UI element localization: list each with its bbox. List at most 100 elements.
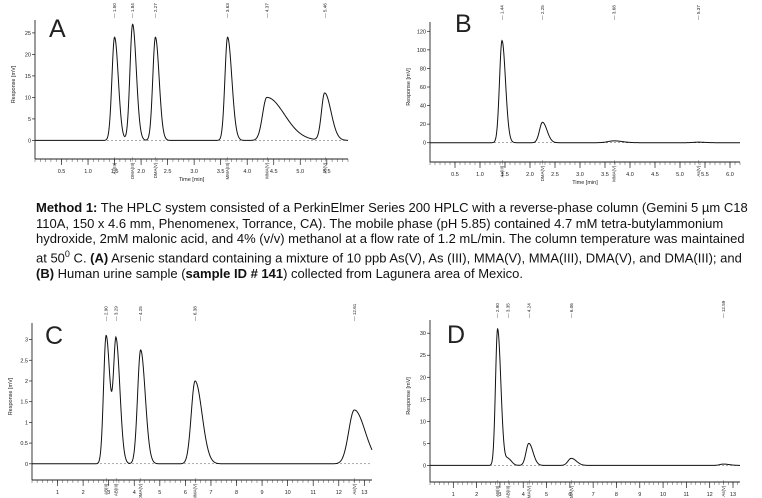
peak-compound-label: MMA(V) — (569, 479, 574, 498)
caption-text-3: Arsenic standard containing a mixture of… (108, 250, 742, 266)
x-tick-label: 0.5 (58, 169, 66, 175)
x-tick-label: 0.5 (451, 172, 459, 178)
y-tick-label: 20 (25, 52, 31, 58)
peak-rt-label: — 5.46 (322, 3, 327, 18)
peak-compound-label: DMA(V) — (540, 159, 545, 181)
x-tick-label: 4.5 (270, 169, 278, 175)
y-axis-label: Response [mV] (406, 68, 412, 106)
x-tick-label: 1.0 (476, 172, 484, 178)
peak-rt-label: — 1.84 (130, 3, 135, 18)
x-tick-label: 5 (158, 490, 161, 496)
peak-compound-label: DMA(III) — (130, 156, 135, 179)
x-tick-label: 4.5 (651, 172, 659, 178)
x-tick-label: 5.0 (296, 169, 304, 175)
x-tick-label: 4 (133, 490, 136, 496)
x-tick-label: 5 (545, 492, 548, 498)
figure-caption: Method 1: The HPLC system consisted of a… (36, 200, 756, 281)
x-tick-label: 6.0 (726, 172, 734, 178)
y-tick-label: 0 (423, 141, 426, 147)
y-tick-label: 1 (25, 420, 28, 426)
y-tick-label: 0 (25, 462, 28, 468)
peak-rt-label: — 5.37 (696, 5, 701, 20)
x-tick-label: 7 (209, 490, 212, 496)
y-axis-label: Response [mV] (406, 377, 412, 415)
x-tick-label: 5.5 (701, 172, 709, 178)
peak-rt-label: — 12.59 (721, 300, 726, 318)
peak-compound-label: As(V) — (696, 159, 701, 176)
caption-bold-b: (B) (36, 265, 55, 281)
x-tick-label: 3.5 (601, 172, 609, 178)
y-tick-label: 80 (420, 66, 426, 72)
y-tick-label: 5 (423, 441, 426, 447)
x-tick-label: 6 (184, 490, 187, 496)
peak-rt-label: — 1.50 (112, 3, 117, 18)
panel-label-a: A (49, 15, 66, 43)
peak-compound-label: As(III) — (500, 159, 505, 177)
chromatogram-a: A 0 5 10 15 20 25 Response [mV] 0.5 1.0 1.5 2.0 2.5… (0, 0, 380, 198)
y-tick-label: 0.5 (20, 441, 28, 447)
x-tick-label: 10 (660, 492, 666, 498)
x-tick-label: 1.5 (501, 172, 509, 178)
caption-text-2: C. (69, 250, 91, 266)
x-tick-label: 3.0 (190, 169, 198, 175)
y-tick-label: 20 (420, 122, 426, 128)
peak-compound-label: As(III) — (112, 156, 117, 174)
x-tick-label: 13 (361, 490, 367, 496)
peak-compound-label: AB(III) — (114, 477, 119, 496)
y-tick-label: 40 (420, 104, 426, 110)
y-tick-label: 0 (28, 138, 31, 144)
caption-text-4: Human urine sample ( (54, 265, 186, 281)
peak-rt-label: — 6.06 (569, 303, 574, 318)
x-axis-label: Time [min] (572, 180, 598, 186)
panel-label-b: B (455, 10, 472, 38)
y-tick-label: 3 (25, 338, 28, 344)
peak-rt-label: — 1.44 (500, 5, 505, 20)
chromatogram-a-plot: 0 5 10 15 20 25 Response [mV] 0.5 1.0 1.5 2.0 2.5 3.… (11, 3, 349, 183)
peak-rt-label: — 3.63 (225, 3, 230, 18)
x-tick-label: 5.5 (323, 169, 331, 175)
caption-method-label: Method 1: (36, 200, 98, 215)
caption-superscript: 0 (64, 248, 70, 259)
y-tick-label: 2.5 (20, 358, 28, 364)
peak-rt-label: — 4.25 (138, 306, 143, 321)
caption-bold-a: (A) (90, 250, 109, 266)
x-tick-label: 3.0 (576, 172, 584, 178)
y-tick-label: 5 (28, 117, 31, 123)
x-axis-label: Time [min] (179, 177, 205, 183)
x-tick-label: 9 (261, 490, 264, 496)
chromatogram-b-plot: 0 20 40 60 80 100 120 Response [mV] 0.5 1.0 1.5 2.0… (406, 5, 741, 186)
x-tick-label: 3.5 (217, 169, 225, 175)
y-tick-label: 25 (420, 353, 426, 359)
peak-compound-label: As(V) — (352, 477, 357, 494)
signal-trace (430, 327, 741, 466)
y-tick-label: 30 (420, 331, 426, 337)
x-tick-label: 3 (107, 490, 110, 496)
peak-rt-label: — 3.35 (506, 303, 511, 318)
caption-text-5: ) collected from Lagunera area of Mexico… (283, 265, 524, 281)
x-tick-label: 12 (707, 492, 713, 498)
caption-bold-sample: sample ID # 141 (185, 265, 284, 281)
y-tick-label: 60 (420, 85, 426, 91)
y-tick-label: 15 (420, 397, 426, 403)
peak-rt-label: — 2.27 (153, 3, 158, 18)
peak-compound-label: As(V) — (721, 479, 726, 496)
x-tick-label: 7 (592, 492, 595, 498)
peak-compound-label: DMA(V) — (138, 477, 143, 498)
x-tick-label: 2.5 (164, 169, 172, 175)
chromatogram-c: C 0 0.5 1 1.5 2 2.5 3 Response [mV] 1 2 3 4 5 6 7 8 9 10 1… (0, 0, 380, 498)
panel-label-c: C (45, 322, 64, 350)
y-tick-label: 120 (417, 29, 426, 35)
y-axis-label: Response [mV] (8, 377, 14, 415)
peak-compound-label: MMA(V) — (193, 477, 198, 498)
y-tick-label: 20 (420, 375, 426, 381)
x-tick-label: 2 (82, 490, 85, 496)
y-tick-label: 15 (25, 74, 31, 80)
x-tick-label: 1.5 (111, 169, 119, 175)
peak-compound-label: MMA(V) — (612, 159, 617, 181)
x-tick-label: 11 (310, 490, 316, 496)
x-tick-label: 12 (336, 490, 342, 496)
x-tick-label: 1.0 (84, 169, 92, 175)
peak-compound-label: MMA(III) — (225, 156, 230, 179)
